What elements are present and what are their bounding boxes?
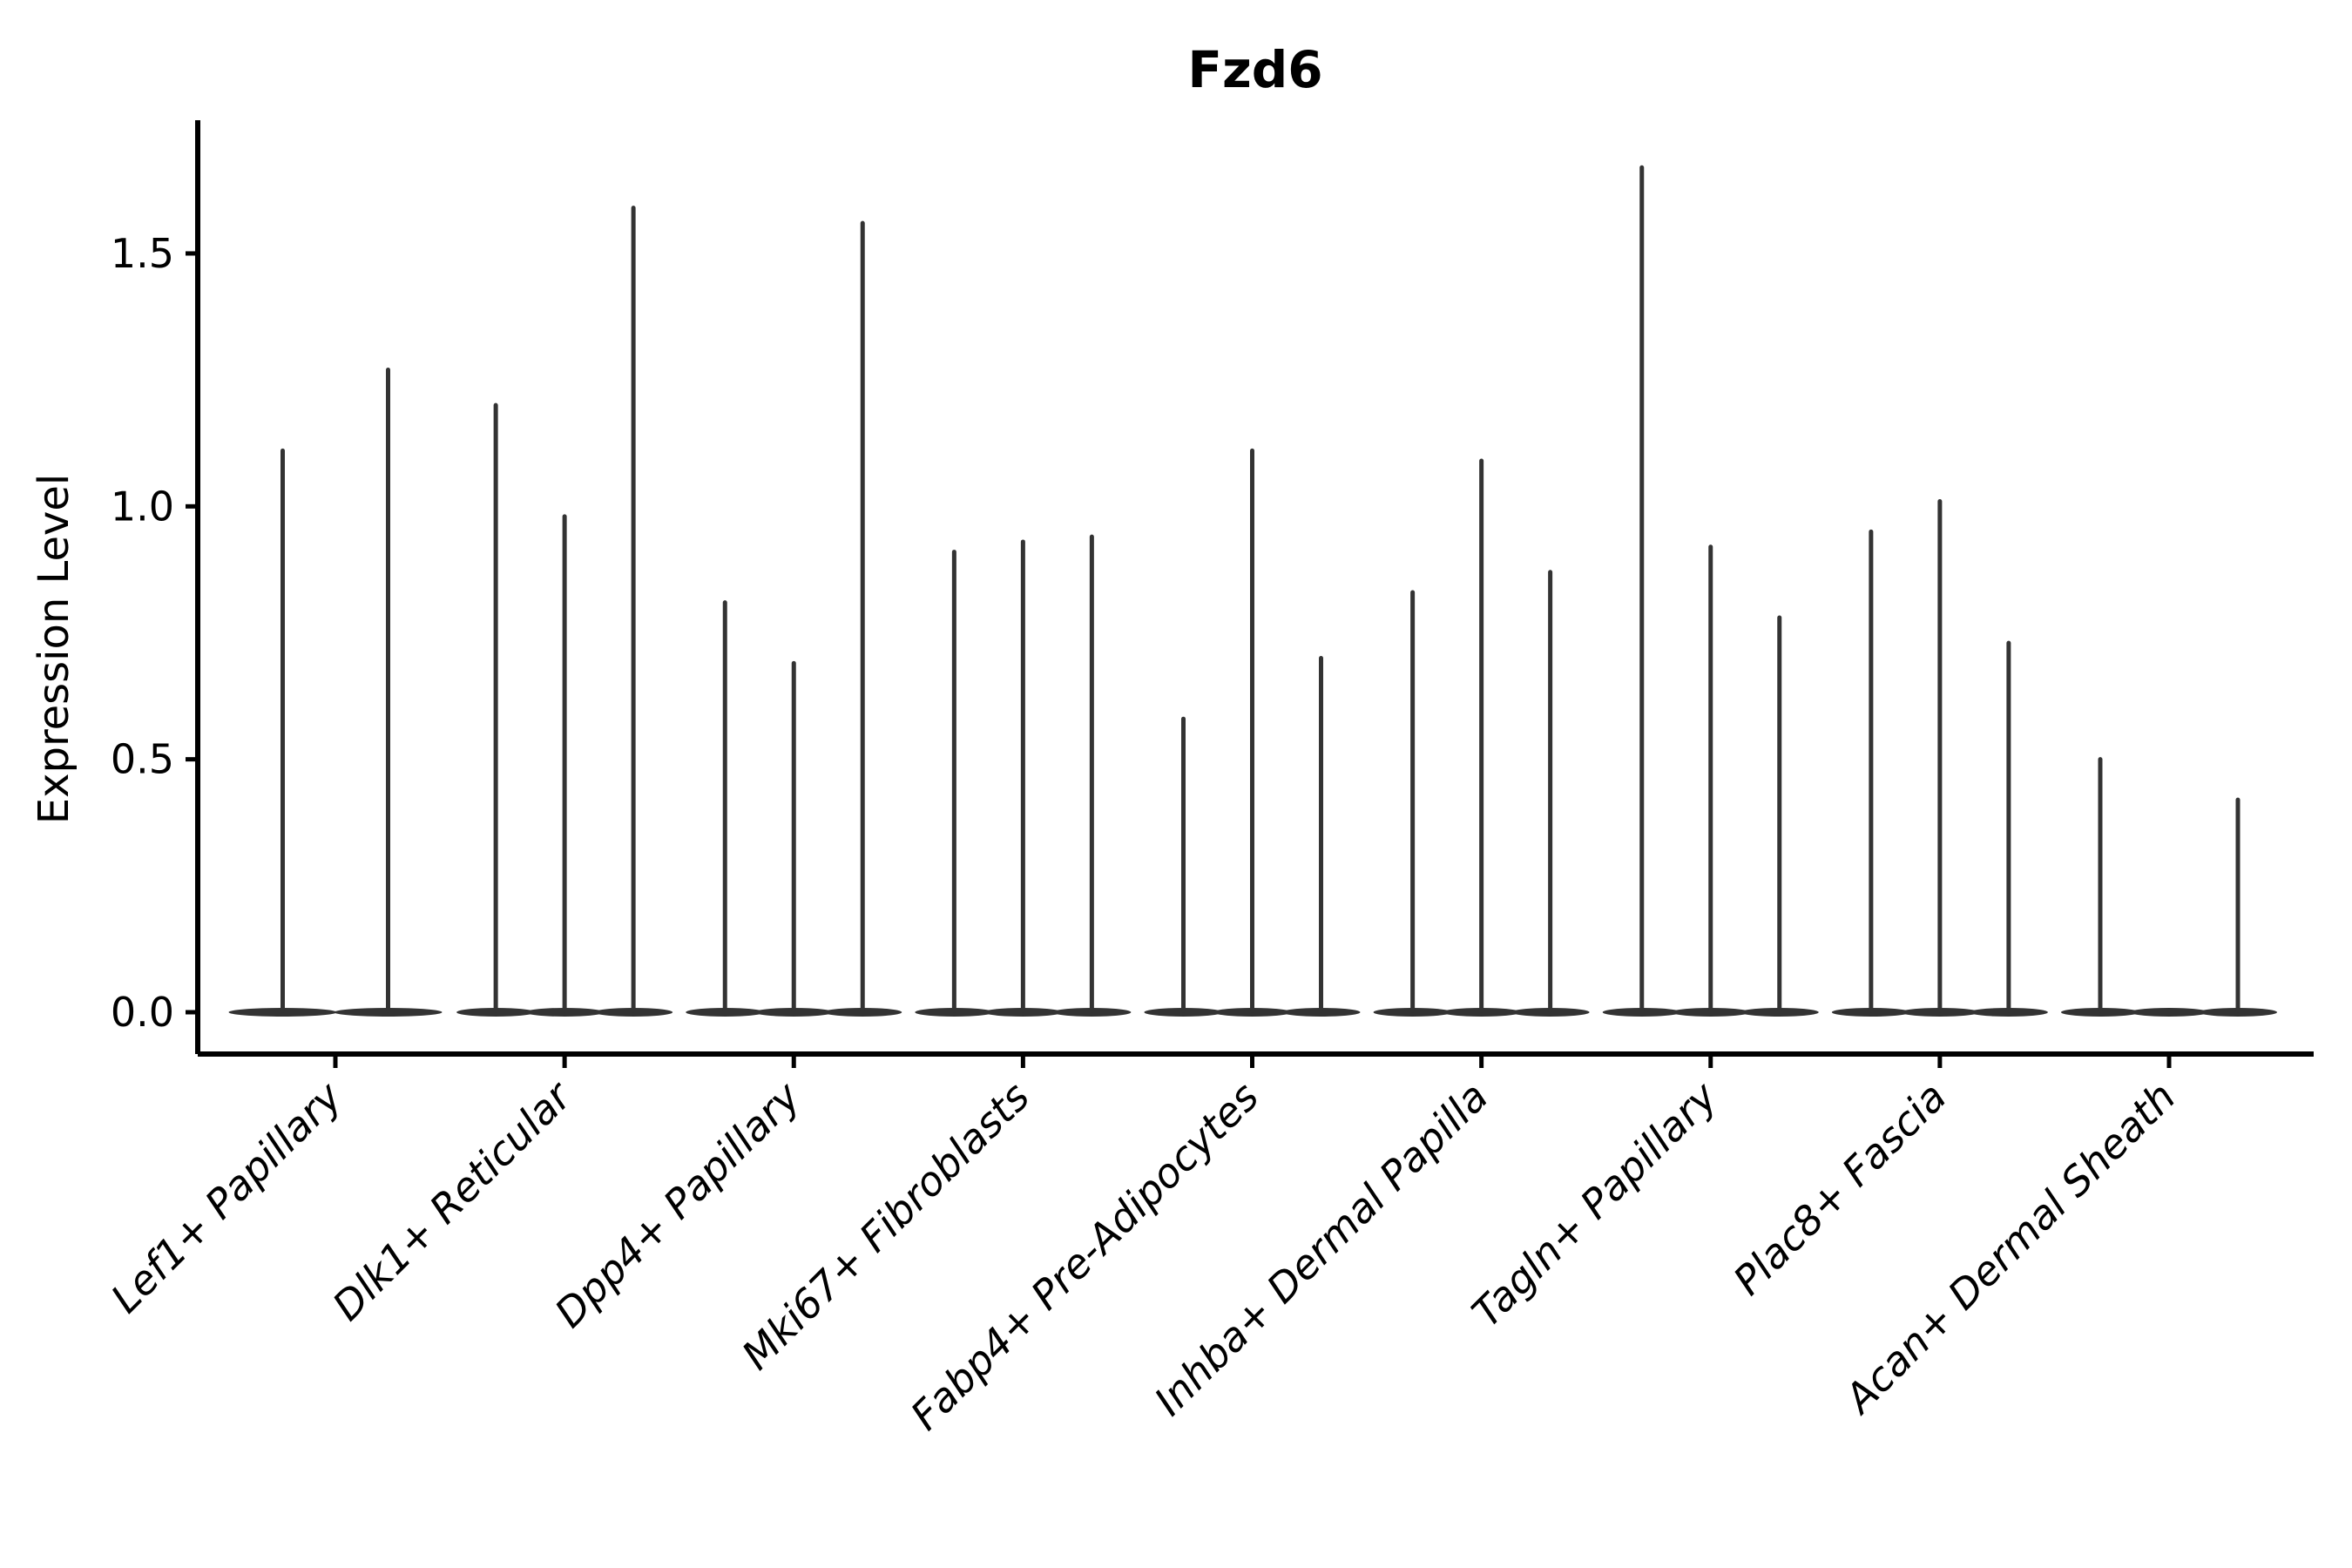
x-tick-label: Plac8+ Fascia [1724,1073,1955,1304]
x-tick-label: Tagln+ Papillary [1463,1072,1727,1336]
y-tick-label: 1.5 [111,230,174,277]
x-tick-label: Lef1+ Papillary [102,1072,351,1321]
y-tick-label: 1.0 [111,483,174,530]
violin-body-zero [2130,1008,2208,1017]
x-tick-label: Dlk1+ Reticular [323,1071,582,1329]
x-tick-label: Dpp4+ Papillary [545,1072,809,1336]
y-tick-label: 0.5 [111,736,174,783]
chart-title: Fzd6 [1187,40,1322,99]
y-axis-label: Expression Level [30,474,78,825]
y-tick-label: 0.0 [111,989,174,1036]
